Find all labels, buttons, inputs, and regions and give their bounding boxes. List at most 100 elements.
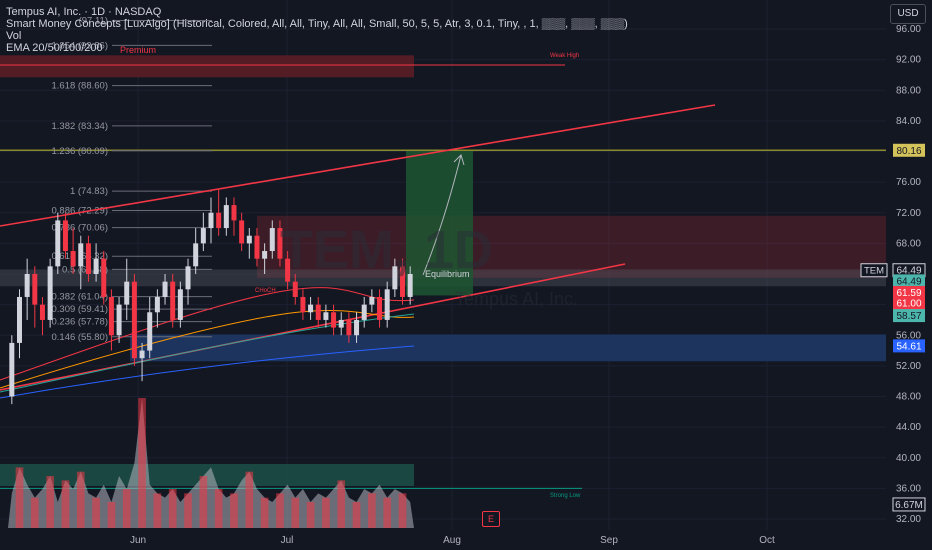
chart-legend: Tempus AI, Inc. · 1D · NASDAQ Smart Mone… [6, 6, 628, 54]
price-label: 61.00 [896, 299, 921, 310]
price-label-bg [893, 309, 925, 323]
channel-upper-line [0, 104, 716, 227]
price-tick: 88.00 [896, 85, 921, 96]
candle-body [200, 228, 206, 244]
candle-body [300, 296, 306, 313]
fib-label: 0.786 (70.06) [51, 223, 108, 234]
candle-body [231, 205, 237, 221]
volume-bar [230, 493, 238, 528]
candle-body [93, 258, 99, 274]
volume-bar [184, 493, 192, 528]
price-label: 61.59 [896, 288, 921, 299]
candle-body [338, 319, 344, 328]
candle-body [101, 258, 107, 297]
symbol-tag-bg [860, 263, 888, 278]
ema-50-line [0, 309, 415, 389]
price-tick: 92.00 [896, 55, 921, 66]
ema-lines [0, 287, 415, 399]
candle-body [223, 205, 229, 229]
candle-body [170, 281, 176, 320]
volume-bar [199, 476, 208, 528]
projection-arrow [422, 154, 462, 276]
price-axis[interactable]: 96.0092.0088.0084.0080.0076.0072.0068.00… [860, 0, 932, 550]
target-zone [406, 149, 473, 296]
price-label-bg [893, 339, 925, 353]
demand-zone [130, 334, 886, 362]
candle-body [62, 220, 68, 252]
price-tick: 68.00 [896, 238, 921, 249]
indicator-vol-label[interactable]: Vol [6, 30, 22, 42]
volume-bar [352, 502, 361, 528]
volume-bar [383, 497, 392, 528]
price-label-bg [892, 497, 926, 512]
candle-body [139, 350, 145, 359]
candle-body [377, 296, 383, 320]
projection-arrow-head [453, 154, 465, 166]
price-label-bg [893, 296, 925, 310]
fib-label: 1 (74.83) [70, 186, 108, 197]
indicator-ema-label[interactable]: EMA 20/50/100/200 [6, 42, 103, 54]
symbol-title[interactable]: Tempus AI, Inc. · 1D · NASDAQ [6, 6, 162, 18]
price-label: 64.49 [896, 266, 921, 277]
candle-body [239, 220, 245, 244]
candle-body [131, 281, 137, 359]
time-tick: Oct [759, 535, 775, 546]
fib-label: 0.5 (63.68) [62, 264, 108, 275]
volume-bar [76, 471, 85, 528]
volume-bar [138, 398, 146, 528]
volume-bar [322, 497, 330, 528]
candle-body [354, 319, 360, 336]
time-tick: Aug [443, 535, 461, 546]
volume-bar [92, 497, 100, 528]
price-label: 6.67M [895, 500, 923, 511]
indicator-smc-label[interactable]: Smart Money Concepts [LuxAlgo] (Historic… [6, 18, 628, 30]
candle-body [24, 274, 30, 297]
volume-bar [214, 489, 223, 528]
watermark-text: TEM, 1D [280, 220, 493, 280]
volume-bar [153, 493, 162, 528]
symbol-tag: TEM [864, 266, 884, 277]
candle-body [16, 296, 22, 343]
time-axis[interactable]: Jun Jul Aug Sep Oct [0, 530, 888, 550]
volume-bar [15, 467, 24, 528]
candle-body [147, 312, 153, 351]
candle-body [292, 281, 298, 297]
equilibrium-label: Equilibrium [425, 269, 470, 279]
time-axis-bg [0, 530, 888, 550]
candle-body [392, 266, 398, 290]
volume-bar [46, 476, 54, 528]
currency-button[interactable]: USD [890, 4, 926, 24]
earnings-event-marker[interactable]: E [482, 511, 500, 527]
candle-body [47, 266, 53, 320]
price-label: 58.57 [896, 311, 921, 322]
price-tick: 36.00 [896, 483, 921, 494]
volume-bar [245, 471, 254, 528]
price-tick: 44.00 [896, 422, 921, 433]
volume-bar [260, 497, 269, 528]
trend-channel[interactable] [0, 104, 716, 391]
fib-label: 0.382 (61.04) [51, 292, 108, 303]
volume-bar [291, 497, 300, 528]
candle-body [216, 212, 222, 229]
candle-body [254, 235, 260, 259]
watermark-subtext: Tempus AI, Inc. [455, 289, 578, 309]
fib-label: 0.309 (59.41) [51, 304, 108, 315]
candle-body [262, 251, 268, 259]
volume-bar [61, 480, 70, 528]
price-label-bg [893, 274, 925, 288]
candle-body [346, 319, 352, 336]
fib-label: 1.236 (80.09) [51, 146, 108, 157]
candle-body [193, 243, 199, 267]
fib-label: 1.854 (93.86) [51, 40, 108, 51]
volume-bar [122, 489, 131, 528]
candle-body [400, 266, 406, 297]
candle-body [315, 304, 321, 320]
volume-histogram [8, 398, 414, 528]
fib-label: (97.11) [79, 16, 108, 27]
candle-body [162, 281, 168, 297]
choch-label: CHoCH [255, 288, 276, 294]
chart-annotations: TEM, 1D Tempus AI, Inc. Premium Weak High Eq… [120, 45, 581, 499]
candle-body [361, 304, 367, 320]
candle-body [78, 243, 84, 267]
